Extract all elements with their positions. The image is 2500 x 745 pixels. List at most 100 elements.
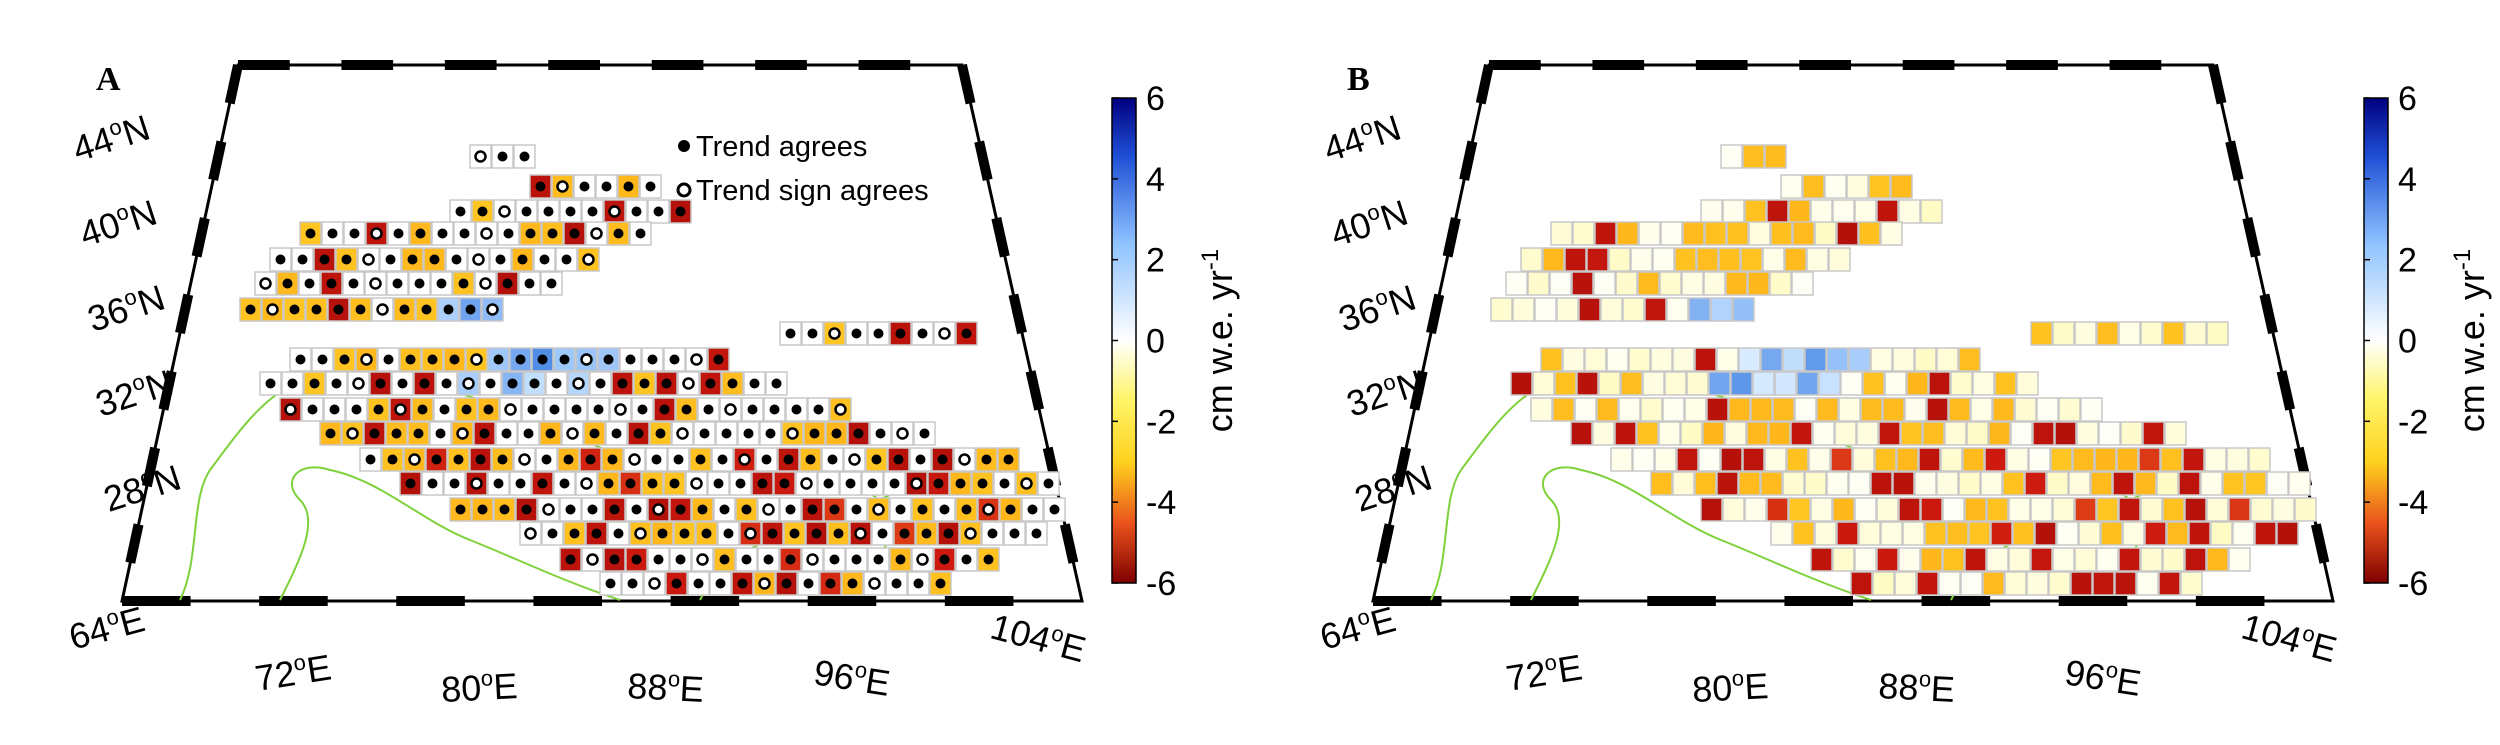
latitude-label: 32oN xyxy=(90,361,177,425)
open-circle-marker xyxy=(266,303,279,316)
filled-dot-marker xyxy=(427,478,438,489)
filled-dot-marker xyxy=(304,278,315,289)
open-circle-marker xyxy=(486,303,499,316)
filled-dot-marker xyxy=(413,428,424,439)
grid-cell xyxy=(2144,521,2167,546)
filled-dot-marker xyxy=(543,206,554,217)
grid-cell xyxy=(1640,397,1663,422)
grid-cell xyxy=(1792,221,1815,246)
grid-cell xyxy=(1804,347,1827,372)
grid-cell xyxy=(2112,471,2135,496)
open-circle-marker xyxy=(982,503,995,516)
grid-cell xyxy=(1654,447,1677,472)
map-panel-a: A Trend agrees Trend sign agrees 44oN 40o… xyxy=(65,60,1090,710)
filled-dot-marker xyxy=(937,454,948,465)
grid-cell xyxy=(2248,447,2271,472)
filled-dot-marker xyxy=(591,528,602,539)
grid-cell xyxy=(2006,447,2029,472)
grid-cell xyxy=(1848,347,1871,372)
open-circle-marker xyxy=(362,253,375,266)
grid-cell xyxy=(1862,371,1885,396)
filled-dot-marker xyxy=(875,428,886,439)
grid-cell xyxy=(1720,144,1743,169)
boundary-line xyxy=(279,466,621,601)
grid-cell xyxy=(1818,371,1841,396)
longitude-label: 72oE xyxy=(252,645,334,698)
grid-cell xyxy=(1708,371,1731,396)
grid-cell xyxy=(1814,521,1837,546)
grid-cell xyxy=(1824,174,1847,199)
grid-cell xyxy=(1816,397,1839,422)
grid-cell xyxy=(1637,271,1660,296)
grid-cell xyxy=(1660,221,1683,246)
filled-dot-marker xyxy=(565,206,576,217)
filled-dot-marker xyxy=(813,404,824,415)
open-circle-marker xyxy=(524,527,537,540)
grid-cell xyxy=(1832,547,1855,572)
filled-dot-marker xyxy=(441,378,452,389)
filled-dot-marker xyxy=(719,504,730,515)
grid-cell xyxy=(1680,421,1703,446)
grid-cell xyxy=(1694,471,1717,496)
grid-cell xyxy=(1564,247,1587,272)
frame-tick xyxy=(158,370,177,411)
grid-cell xyxy=(1788,199,1811,224)
grid-cell xyxy=(2046,471,2069,496)
lon-hemisphere: E xyxy=(492,665,518,707)
open-circle-marker xyxy=(690,353,703,366)
filled-dot-marker xyxy=(551,378,562,389)
grid-cell xyxy=(1606,347,1629,372)
filled-dot-marker xyxy=(939,504,950,515)
grid-cell xyxy=(1750,397,1773,422)
filled-dot-marker xyxy=(307,404,318,415)
grid-cell xyxy=(1650,471,1673,496)
grid-cell xyxy=(2228,547,2251,572)
longitude-label: 96oE xyxy=(811,650,893,703)
grid-cell xyxy=(2096,547,2119,572)
open-circle-marker xyxy=(676,427,689,440)
grid-cell xyxy=(1770,521,1793,546)
open-circle-marker xyxy=(608,205,621,218)
frame-tick xyxy=(1426,293,1445,335)
grid-cell xyxy=(1810,497,1833,522)
filled-dot-marker xyxy=(525,228,536,239)
grid-cell xyxy=(2074,547,2097,572)
frame-outline xyxy=(120,63,1084,603)
filled-dot-marker xyxy=(917,504,928,515)
grid-cell xyxy=(1870,347,1893,372)
filled-dot-marker xyxy=(524,278,535,289)
lon-hemisphere: E xyxy=(304,646,334,690)
filled-dot-marker xyxy=(785,328,796,339)
filled-dot-marker xyxy=(325,428,336,439)
filled-dot-marker xyxy=(593,404,604,415)
filled-dot-marker xyxy=(939,554,950,565)
grid-cell xyxy=(1916,571,1939,596)
frame-outline xyxy=(1371,63,2335,603)
grid-cell xyxy=(1664,371,1687,396)
filled-dot-marker xyxy=(933,478,944,489)
grid-cell xyxy=(1726,221,1749,246)
open-circle-marker xyxy=(556,180,569,193)
grid-cell xyxy=(1552,397,1575,422)
grid-cell xyxy=(2052,321,2075,346)
grid-cell xyxy=(1826,347,1849,372)
filled-dot-marker xyxy=(331,378,342,389)
open-circle-marker xyxy=(259,277,272,290)
grid-cell xyxy=(1870,471,1893,496)
latitude-label: 36oN xyxy=(82,276,169,340)
filled-dot-marker xyxy=(713,354,724,365)
grid-cell xyxy=(1652,247,1675,272)
filled-dot-marker xyxy=(807,504,818,515)
colorbar-tick-label: -2 xyxy=(1146,403,1176,441)
grid-cell xyxy=(1942,497,1965,522)
grid-cell xyxy=(1725,271,1748,296)
filled-dot-marker xyxy=(983,554,994,565)
grid-cell xyxy=(1698,447,1721,472)
open-circle-marker xyxy=(806,553,819,566)
grid-cell xyxy=(1906,371,1929,396)
grid-cell xyxy=(1762,247,1785,272)
grid-cell xyxy=(1747,271,1770,296)
filled-dot-marker xyxy=(453,454,464,465)
